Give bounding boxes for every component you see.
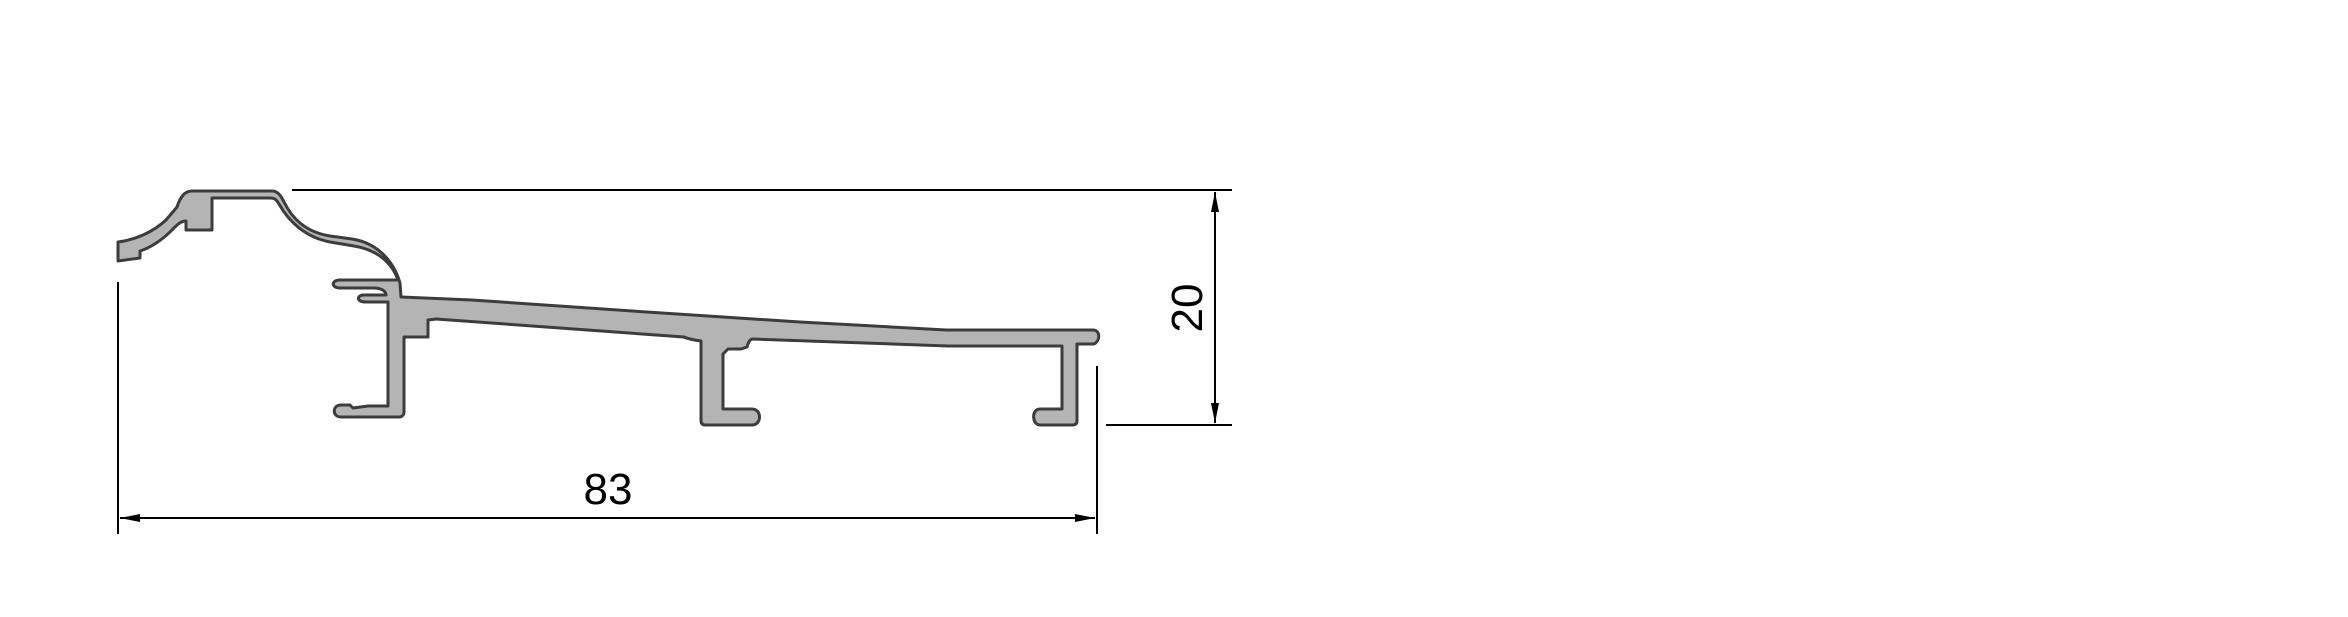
width-dimension-label: 83 [584,465,633,514]
height-dimension-label: 20 [1163,284,1212,333]
profile-shape [116,189,1101,427]
